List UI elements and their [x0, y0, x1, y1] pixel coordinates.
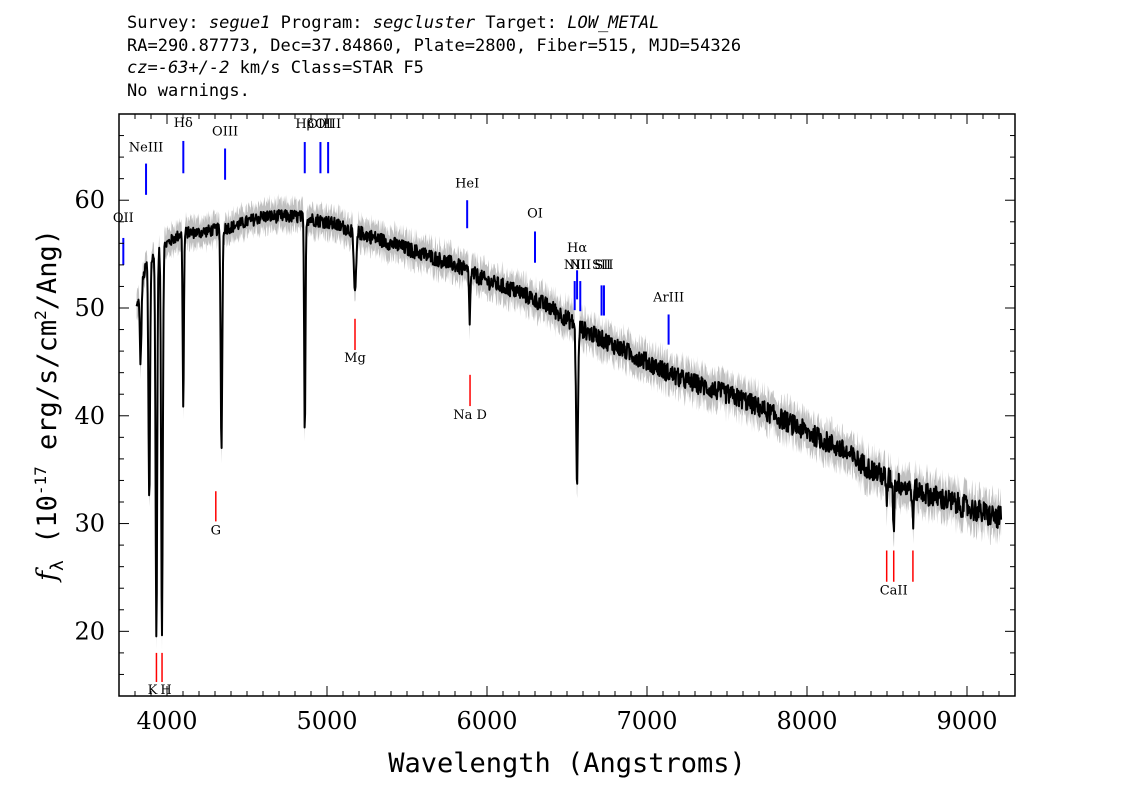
absorption-line-label: Na D — [453, 408, 487, 423]
axis-labels-layer: 4000 5000 6000 7000 8000 9000 20 30 40 50 60 Wavele… — [31, 186, 998, 779]
absorption-line-label: H — [160, 683, 171, 698]
x-tick-label: 7000 — [616, 707, 677, 735]
spectrum-line — [135, 209, 1003, 638]
emission-line-label: OII — [113, 211, 134, 226]
emission-line-label: OIII — [315, 117, 341, 132]
y-tick-label: 20 — [74, 617, 105, 645]
absorption-line-label: CaII — [880, 584, 908, 599]
survey-label: Survey: — [127, 13, 199, 33]
axes-layer — [118, 113, 1016, 697]
x-tick-label: 4000 — [136, 707, 197, 735]
header-line-warnings: No warnings. — [127, 80, 250, 101]
emission-line-label: NII — [564, 258, 586, 273]
emission-line-label: Hα — [567, 241, 587, 256]
absorption-line-label: Mg — [344, 351, 366, 366]
y-tick-label: 30 — [74, 510, 105, 538]
class-value: km/s Class=STAR F5 — [229, 58, 424, 78]
target-value: LOW_METAL — [567, 13, 660, 33]
survey-value: segue1 — [208, 13, 271, 33]
emission-line-label: OIII — [212, 125, 238, 140]
absorption-line-label: K — [148, 683, 158, 698]
absorption-line-label: G — [211, 523, 221, 538]
emission-line-label: SII — [592, 258, 611, 273]
program-label: Program: — [280, 13, 363, 33]
cz-value: cz=-63+/-2 — [127, 58, 230, 78]
x-tick-label: 5000 — [296, 707, 357, 735]
emission-line-label: Hβ — [295, 117, 314, 132]
y-tick-label: 50 — [74, 294, 105, 322]
x-tick-label: 6000 — [456, 707, 517, 735]
emission-line-label: ArIII — [652, 291, 684, 306]
emission-line-label: HeI — [455, 176, 479, 191]
emission-line-label: Hδ — [174, 116, 193, 131]
emission-line-label: OI — [527, 206, 543, 221]
spectrum-layer — [135, 209, 1003, 638]
header-line-survey: Survey: segue1 Program: segcluster Targe… — [127, 12, 741, 35]
program-value: segcluster — [372, 13, 476, 33]
emission-line-label: NeIII — [129, 141, 163, 156]
emission-line-label: SII — [594, 258, 613, 273]
header-line-redshift: cz=-63+/-2 km/s Class=STAR F5 — [127, 57, 741, 80]
emission-line-label: NII — [569, 258, 591, 273]
y-tick-label: 40 — [74, 402, 105, 430]
x-axis-title: Wavelength (Angstroms) — [388, 748, 746, 779]
y-tick-label: 60 — [74, 186, 105, 214]
x-tick-label: 8000 — [776, 707, 837, 735]
header-line-coordinates: RA=290.87773, Dec=37.84860, Plate=2800, … — [127, 35, 742, 56]
x-tick-label: 9000 — [936, 707, 997, 735]
spectrum-header: Survey: segue1 Program: segcluster Targe… — [127, 12, 741, 102]
plot-frame — [118, 113, 1016, 697]
y-axis-title: fλ (10-17 erg/s/cm2/Ang) — [31, 229, 68, 583]
target-label: Target: — [485, 13, 557, 33]
